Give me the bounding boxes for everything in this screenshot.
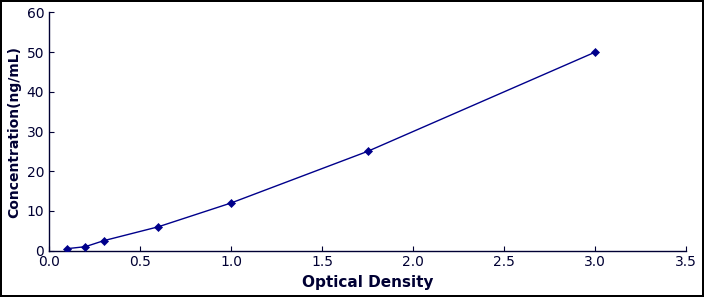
X-axis label: Optical Density: Optical Density	[302, 275, 433, 290]
Y-axis label: Concentration(ng/mL): Concentration(ng/mL)	[7, 45, 21, 217]
